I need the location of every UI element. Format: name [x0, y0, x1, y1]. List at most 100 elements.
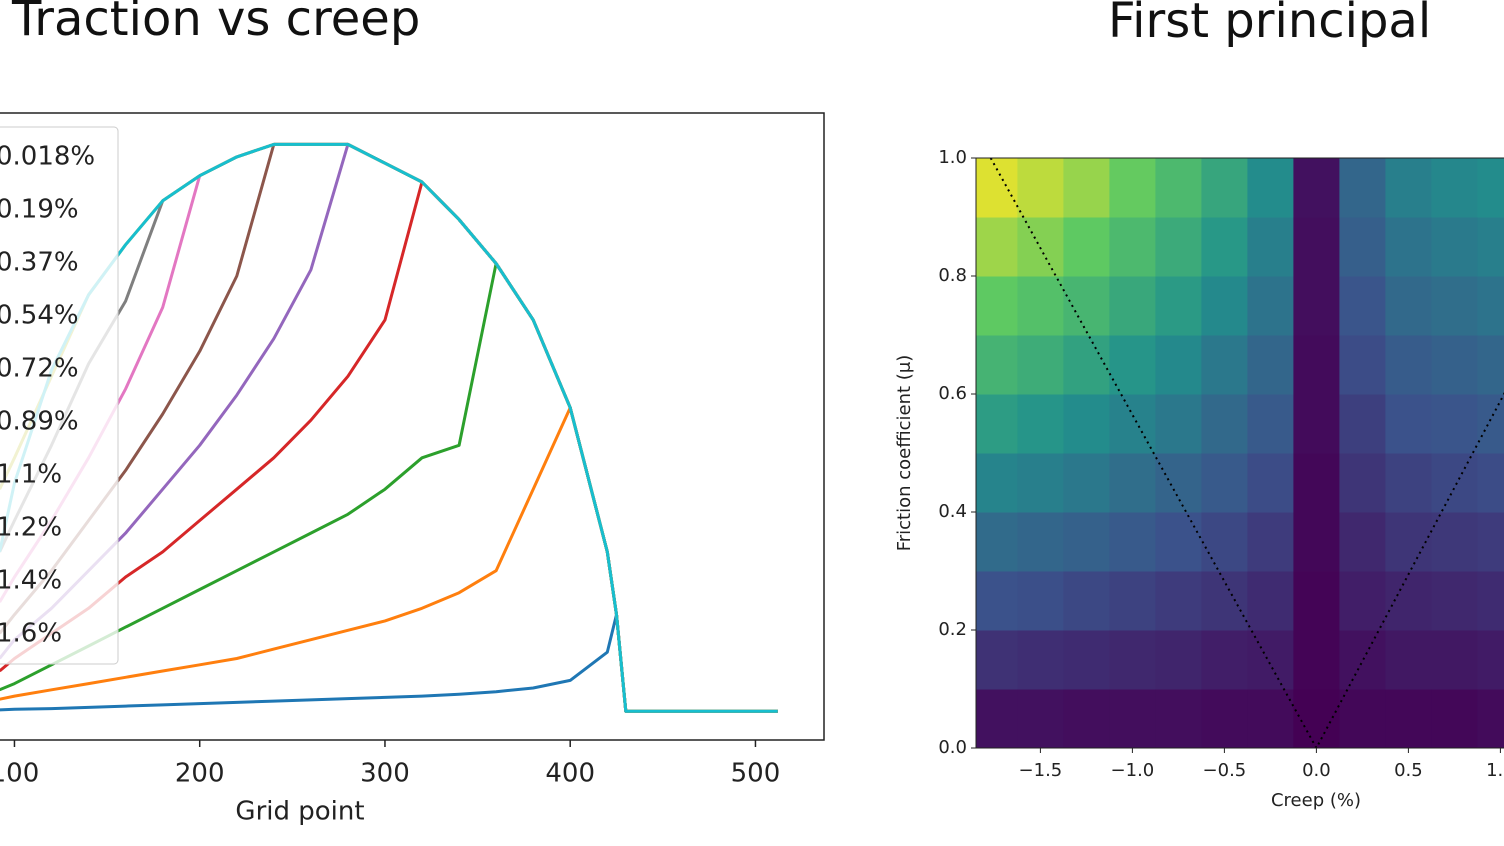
- heatmap-cell: [1017, 217, 1064, 277]
- heatmap-cell: [1017, 689, 1064, 748]
- legend-label: 1.6%: [0, 619, 62, 649]
- left-plot: 100 200 300 400 500 0.018% 0.19% 0.37% 0.54% 0.72…: [0, 112, 825, 789]
- heatmap-cell: [1247, 276, 1294, 336]
- series-line: [0, 613, 778, 713]
- heatmap-cell: [1201, 217, 1248, 277]
- heatmap-cell: [1293, 276, 1340, 336]
- legend-label: 0.54%: [0, 301, 79, 331]
- heatmap-cell: [1201, 276, 1248, 336]
- heatmap-cell: [1293, 394, 1340, 454]
- x-tick-label: 100: [0, 759, 39, 789]
- heatmap-cell: [1155, 217, 1202, 277]
- heatmap-cell: [976, 158, 1018, 218]
- heatmap-cell: [1431, 630, 1478, 690]
- heatmap-cell: [1063, 394, 1110, 454]
- heatmap-cell: [1293, 512, 1340, 572]
- heatmap-cell: [1385, 571, 1432, 631]
- heatmap-cell: [1063, 335, 1110, 395]
- heatmap-cell: [976, 512, 1018, 572]
- heatmap-cell: [1201, 335, 1248, 395]
- heatmap-cell: [1201, 453, 1248, 513]
- heatmap-cell: [1339, 571, 1386, 631]
- heatmap-cell: [1017, 571, 1064, 631]
- y-tick-label: 1.0: [938, 147, 967, 168]
- heatmap-cell: [1339, 453, 1386, 513]
- heatmap-cell: [1431, 394, 1478, 454]
- heatmap-cell: [1063, 276, 1110, 336]
- heatmap-cell: [1477, 630, 1504, 690]
- heatmap-cell: [1293, 689, 1340, 748]
- heatmap-cell: [976, 453, 1018, 513]
- heatmap-cell: [1385, 158, 1432, 218]
- heatmap-cell: [1293, 217, 1340, 277]
- legend-label: 0.72%: [0, 354, 79, 384]
- heatmap-cell: [1063, 453, 1110, 513]
- heatmap-cell: [1109, 453, 1156, 513]
- heatmap-cell: [1109, 689, 1156, 748]
- heatmap-cell: [1477, 335, 1504, 395]
- heatmap-cell: [1385, 630, 1432, 690]
- heatmap-cell: [1339, 158, 1386, 218]
- heatmap-cell: [1155, 158, 1202, 218]
- heatmap-cell: [976, 335, 1018, 395]
- heatmap-cell: [1109, 158, 1156, 218]
- heatmap-cell: [1017, 630, 1064, 690]
- heatmap-cell: [1385, 394, 1432, 454]
- y-tick-label: 0.2: [938, 619, 967, 640]
- heatmap-cell: [1477, 571, 1504, 631]
- x-axis-label: Creep (%): [1271, 790, 1361, 811]
- heatmap-cell: [1063, 689, 1110, 748]
- heatmap-cell: [1017, 453, 1064, 513]
- heatmap-cell: [1431, 158, 1478, 218]
- heatmap-cell: [1201, 571, 1248, 631]
- heatmap-cell: [1431, 453, 1478, 513]
- heatmap-cell: [1385, 335, 1432, 395]
- heatmap-cell: [1201, 689, 1248, 748]
- heatmap-cell: [1063, 158, 1110, 218]
- heatmap-cell: [1431, 335, 1478, 395]
- heatmap-cell: [1339, 335, 1386, 395]
- heatmap-cell: [1431, 512, 1478, 572]
- heatmap-cell: [1385, 453, 1432, 513]
- heatmap-cell: [1247, 217, 1294, 277]
- heatmap-cell: [1339, 276, 1386, 336]
- heatmap-cell: [1017, 276, 1064, 336]
- heatmap-cell: [1109, 630, 1156, 690]
- heatmap-cell: [1155, 276, 1202, 336]
- legend-label: 0.018%: [0, 142, 95, 172]
- heatmap-cell: [976, 276, 1018, 336]
- heatmap-cell: [1017, 512, 1064, 572]
- heatmap-cell: [1431, 276, 1478, 336]
- right-title: First principal: [1108, 0, 1431, 49]
- heatmap-cell: [1109, 512, 1156, 572]
- heatmap-cell: [1293, 571, 1340, 631]
- heatmap-cell: [1155, 689, 1202, 748]
- heatmap-cell: [976, 571, 1018, 631]
- heatmap-cell: [1063, 217, 1110, 277]
- x-tick-label: 200: [175, 759, 225, 789]
- heatmap-cell: [1293, 630, 1340, 690]
- heatmap-cell: [976, 217, 1018, 277]
- heatmap-cell: [1201, 512, 1248, 572]
- heatmap-cell: [1155, 512, 1202, 572]
- heatmap-cell: [1339, 217, 1386, 277]
- heatmap-cell: [1247, 630, 1294, 690]
- y-tick-label: 0.8: [938, 265, 967, 286]
- x-tick-label: 0.0: [1302, 760, 1331, 781]
- y-axis-label: Friction coefficient (μ): [894, 355, 915, 552]
- heatmap-cell: [1155, 630, 1202, 690]
- heatmap-cell: [1201, 158, 1248, 218]
- heatmap-cell: [1109, 571, 1156, 631]
- x-axis-label: Grid point: [235, 797, 364, 827]
- heatmap-cell: [1247, 394, 1294, 454]
- heatmap-cell: [1247, 689, 1294, 748]
- heatmap-cell: [1017, 394, 1064, 454]
- heatmap-cell: [1431, 689, 1478, 748]
- heatmap-cell: [1063, 630, 1110, 690]
- x-tick-label: −0.5: [1203, 760, 1247, 781]
- heatmap-cell: [1109, 276, 1156, 336]
- heatmap-cell: [1247, 335, 1294, 395]
- x-tick-label: 0.5: [1394, 760, 1423, 781]
